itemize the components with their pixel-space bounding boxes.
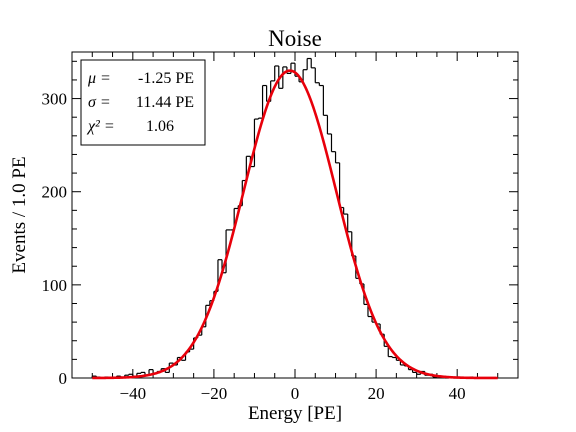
fit-curve-layer: [92, 69, 498, 380]
x-tick-label: −20: [201, 384, 228, 403]
stats-mu-value: -1.25 PE: [138, 70, 194, 87]
stats-mu-symbol: μ =: [87, 70, 111, 87]
y-axis-title: Events / 1.0 PE: [9, 156, 30, 273]
fit-stats-box: μ = -1.25 PE σ = 11.44 PE χ² = 1.06: [80, 59, 206, 146]
x-tick-label: 40: [449, 384, 466, 403]
y-tick-label: 100: [42, 276, 68, 295]
x-tick-label: 0: [291, 384, 300, 403]
stats-chi2-value: 1.06: [146, 118, 174, 135]
y-tick-label: 0: [59, 369, 68, 388]
gaussian-fit-curve: [92, 69, 498, 380]
y-tick-label: 300: [42, 90, 68, 109]
x-axis-title: Energy [PE]: [248, 403, 342, 424]
x-tick-label: −40: [120, 384, 147, 403]
axis-ticks: −40 −20 0 20 40 0 100 200 300: [42, 52, 518, 403]
y-tick-label: 200: [42, 183, 68, 202]
chart-title: Noise: [268, 26, 322, 51]
stats-box-frame: [80, 59, 206, 146]
x-tick-label: 20: [368, 384, 385, 403]
stats-sigma-value: 11.44 PE: [136, 94, 194, 111]
stats-sigma-symbol: σ =: [88, 94, 111, 111]
stats-chi2-symbol: χ² =: [86, 118, 115, 135]
